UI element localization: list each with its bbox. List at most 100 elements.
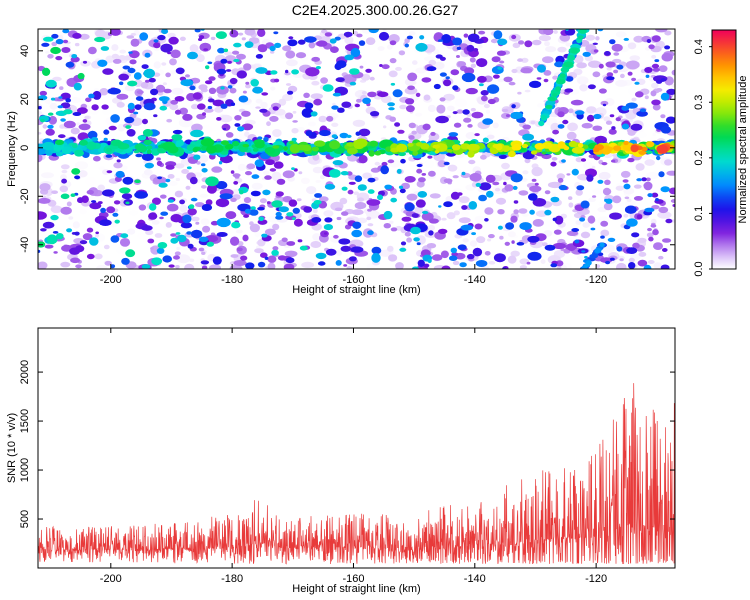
heatmap-cell (623, 213, 629, 218)
heatmap-cell (50, 205, 63, 214)
heatmap-cell (635, 91, 644, 98)
heatmap-cell (479, 182, 492, 191)
heatmap-cell (369, 76, 375, 81)
heatmap-cell (42, 124, 48, 129)
heatmap-cell (175, 139, 184, 147)
heatmap-cell (545, 46, 557, 53)
heatmap-cell (308, 42, 316, 49)
heatmap-cell (40, 228, 47, 232)
heatmap-cell (646, 141, 655, 148)
heatmap-cell (371, 246, 382, 255)
heatmap-cell (557, 111, 565, 118)
heatmap-cell (415, 92, 421, 97)
heatmap-cell (98, 166, 106, 171)
heatmap-cell (134, 179, 141, 184)
heatmap-cell (167, 145, 179, 154)
heatmap-cell (580, 158, 587, 162)
heatmap-cell (570, 99, 584, 106)
heatmap-cell (611, 126, 616, 130)
heatmap-cell (133, 111, 139, 115)
heatmap-cell (236, 53, 246, 60)
heatmap-cell (564, 88, 574, 93)
heatmap-cell (524, 89, 531, 93)
heatmap-cell (379, 249, 391, 257)
heatmap-cell (189, 258, 195, 263)
heatmap-cell (300, 177, 310, 184)
heatmap-cell (205, 65, 210, 70)
heatmap-cell (517, 91, 522, 95)
heatmap-cell (452, 45, 460, 52)
heatmap-cell (605, 120, 613, 125)
heatmap-cell (143, 169, 153, 176)
heatmap-cell (522, 213, 529, 217)
heatmap-cell (510, 111, 523, 120)
heatmap-x-tick-label: -180 (221, 274, 243, 286)
heatmap-cell (583, 161, 593, 170)
heatmap-cell (348, 181, 356, 185)
heatmap-cell (557, 46, 567, 53)
heatmap-cell (567, 54, 576, 61)
heatmap-cell (58, 134, 66, 139)
heatmap-cell (356, 98, 362, 103)
heatmap-cell (377, 194, 383, 201)
heatmap-cell (58, 96, 63, 99)
heatmap-cell (251, 182, 263, 190)
heatmap-cell (658, 206, 669, 214)
heatmap-cell (437, 160, 447, 168)
heatmap-cell (592, 125, 603, 131)
heatmap-cell (69, 247, 81, 255)
heatmap-cell (127, 67, 136, 74)
heatmap-cell (149, 203, 157, 211)
heatmap-cell (259, 198, 267, 204)
heatmap-cell (354, 175, 363, 182)
heatmap-cell (243, 63, 252, 71)
heatmap-cell (77, 107, 88, 114)
heatmap-cell (38, 211, 47, 220)
heatmap-cell (59, 124, 66, 129)
heatmap-cell (407, 166, 417, 172)
heatmap-cell (579, 217, 586, 222)
heatmap-cells (38, 29, 675, 269)
heatmap-cell (580, 231, 591, 239)
heatmap-cell (202, 225, 211, 233)
heatmap-cell (399, 104, 407, 110)
heatmap-cell (380, 137, 387, 140)
heatmap-cell (310, 93, 323, 100)
heatmap-cell (218, 161, 223, 165)
heatmap-cell (543, 78, 549, 83)
heatmap-cell (135, 153, 143, 158)
heatmap-cell (456, 109, 464, 114)
heatmap-cell (381, 161, 388, 167)
heatmap-cell (484, 218, 489, 222)
heatmap-cell (91, 200, 97, 203)
heatmap-cell (48, 115, 57, 125)
heatmap-cell (660, 264, 670, 269)
heatmap-cell (477, 44, 483, 49)
heatmap-cell (465, 132, 476, 140)
heatmap-cell (433, 83, 441, 90)
heatmap-cell (63, 120, 76, 129)
heatmap-cell (199, 193, 209, 198)
line-y-tick-label: 1500 (19, 409, 31, 433)
heatmap-cell (655, 88, 663, 92)
heatmap-cell (511, 34, 517, 40)
heatmap-cell (70, 127, 80, 135)
heatmap-cell (197, 165, 202, 169)
heatmap-cell (215, 31, 227, 39)
heatmap-cell (119, 238, 131, 247)
heatmap-cell (576, 185, 585, 191)
heatmap-cell (519, 222, 532, 231)
heatmap-cell (478, 194, 487, 202)
heatmap-cell (536, 103, 544, 108)
heatmap-cell (100, 46, 110, 51)
heatmap-cell (189, 44, 199, 53)
heatmap-cell (412, 60, 418, 65)
heatmap-cell (154, 233, 163, 238)
heatmap-cell (395, 66, 402, 71)
heatmap-cell (272, 223, 280, 231)
heatmap-cell (61, 47, 71, 53)
heatmap-cell (210, 36, 216, 41)
heatmap-cell (200, 218, 210, 226)
heatmap-cell (172, 129, 183, 135)
